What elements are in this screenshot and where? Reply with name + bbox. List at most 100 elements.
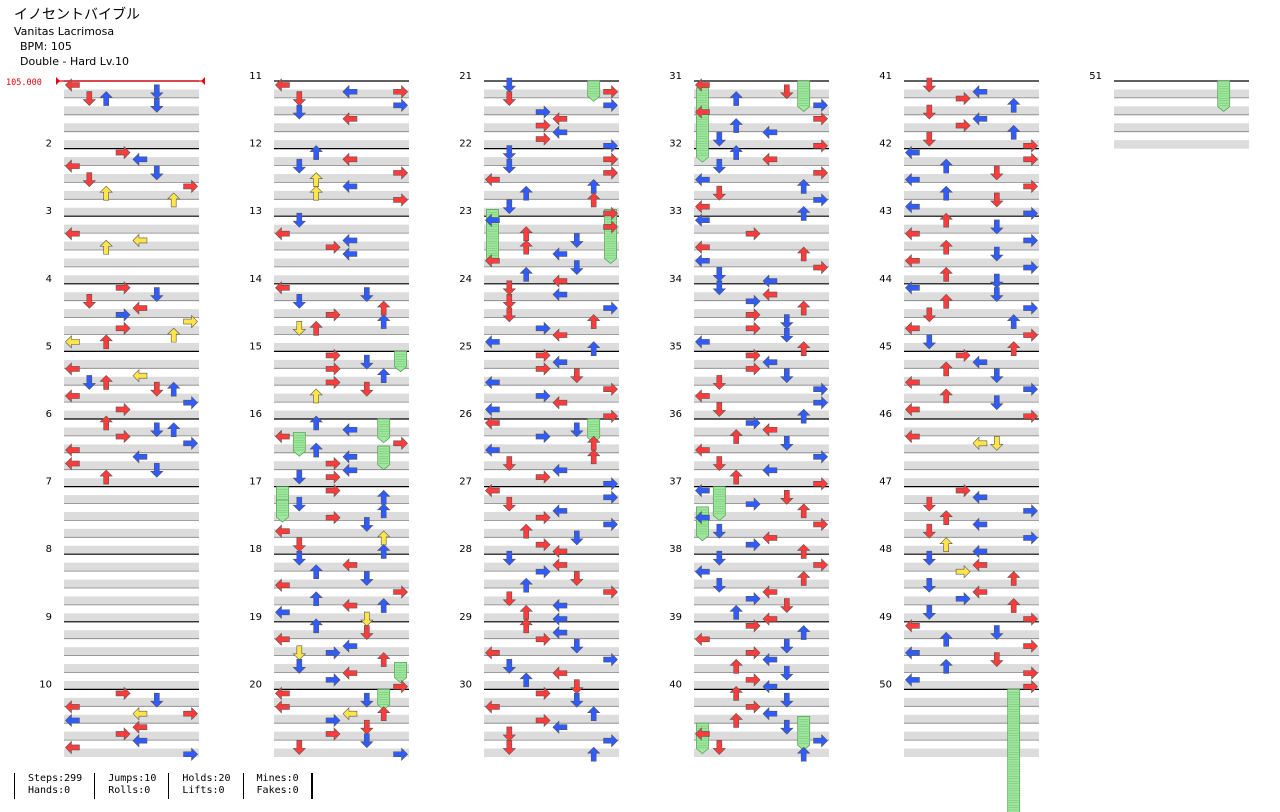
beat-band [694,748,829,757]
arrow-d-icon [502,294,517,309]
arrow-shape [762,706,778,721]
arrow-d-icon [990,273,1004,289]
arrow-shape [972,436,988,451]
arrow-l-icon [905,145,920,160]
arrow-shape [780,665,794,681]
arrow-l-icon [485,700,500,714]
measure-number: 18 [249,544,262,555]
arrow-u-icon [309,442,323,458]
arrow-d-icon [292,321,307,336]
beat-band [484,647,619,656]
arrow-shape [603,490,618,505]
arrow-u-icon [376,503,391,519]
arrow-shape [762,679,778,694]
arrow-d-icon [780,665,794,681]
arrow-l-icon [695,78,710,92]
measure-number: 34 [669,274,682,285]
beat-band [904,613,1039,622]
arrow-r-icon [535,348,551,363]
arrow-shape [150,165,164,181]
arrow-shape [1023,206,1038,221]
arrow-r-icon [813,98,828,113]
arrow-shape [990,368,1004,384]
arrow-shape [695,254,710,268]
arrow-shape [65,700,80,714]
arrow-u-icon [796,625,811,640]
arrow-d-icon [292,740,307,755]
arrow-l-icon [485,172,500,187]
beat-band [484,613,619,622]
arrow-u-icon [376,706,391,721]
beat-band [904,258,1039,267]
beat-band [694,342,829,352]
arrow-l-icon [905,254,920,268]
arrow-l-icon [695,335,710,349]
arrow-d-icon [780,490,794,505]
arrow-u-icon [796,206,811,221]
arrow-d-icon [360,517,374,532]
beat-band [484,528,619,538]
beat-band [484,292,619,301]
measure-8 [64,553,199,622]
arrow-shape [535,510,551,525]
arrow-shape [309,564,323,580]
arrow-d-icon [922,77,937,93]
beat-band [1114,123,1249,132]
arrow-u-icon [796,408,811,424]
measure-28 [484,553,619,622]
arrow-shape [502,726,517,742]
beat-band [904,376,1039,386]
arrow-u-icon [309,145,323,160]
stats-cell-mines: Mines:0 Fakes:0 [242,773,311,799]
arrow-r-icon [1023,666,1038,680]
arrow-d-icon [82,375,97,390]
arrow-d-icon [922,550,937,566]
arrow-l-icon [762,585,778,599]
arrow-r-icon [745,308,761,322]
arrow-shape [325,673,341,687]
arrow-l-icon [972,112,988,126]
arrow-shape [82,172,97,188]
beat-band [274,359,409,369]
arrow-shape [990,435,1004,451]
arrow-shape [796,544,811,559]
arrow-shape [552,463,568,478]
measure-number: 31 [669,71,682,82]
arrow-l-icon [695,240,710,254]
arrow-shape [796,625,811,640]
arrow-u-icon [796,178,811,194]
measure-number: 46 [879,409,892,420]
arrow-shape [342,558,358,572]
arrow-shape [729,469,743,485]
arrow-shape [183,314,198,329]
beat-band [484,444,619,453]
arrow-r-icon [603,517,618,532]
beat-band [694,511,829,521]
arrow-shape [535,564,551,579]
arrow-shape [1023,531,1038,545]
arrow-shape [939,185,953,201]
arrow-d-icon [712,550,727,566]
arrow-shape [813,450,828,464]
arrow-shape [745,700,761,714]
arrow-shape [762,652,778,667]
arrow-shape [292,158,307,174]
stat-lifts: Lifts:0 [182,785,225,796]
arrow-r-icon [183,706,198,721]
beat-band [484,173,619,183]
measure-33 [694,215,829,284]
arrow-l-icon [65,700,80,714]
arrow-r-icon [535,510,551,525]
arrow-shape [132,706,148,721]
beat-band [64,545,199,555]
measure-51 [1114,80,1249,149]
arrow-shape [729,685,743,701]
arrow-l-icon [132,733,148,748]
beat-band [694,359,829,369]
arrow-u-icon [376,544,391,559]
arrow-shape [780,368,794,384]
arrow-shape [502,659,517,674]
arrow-shape [813,193,828,207]
hold-body [292,432,306,457]
